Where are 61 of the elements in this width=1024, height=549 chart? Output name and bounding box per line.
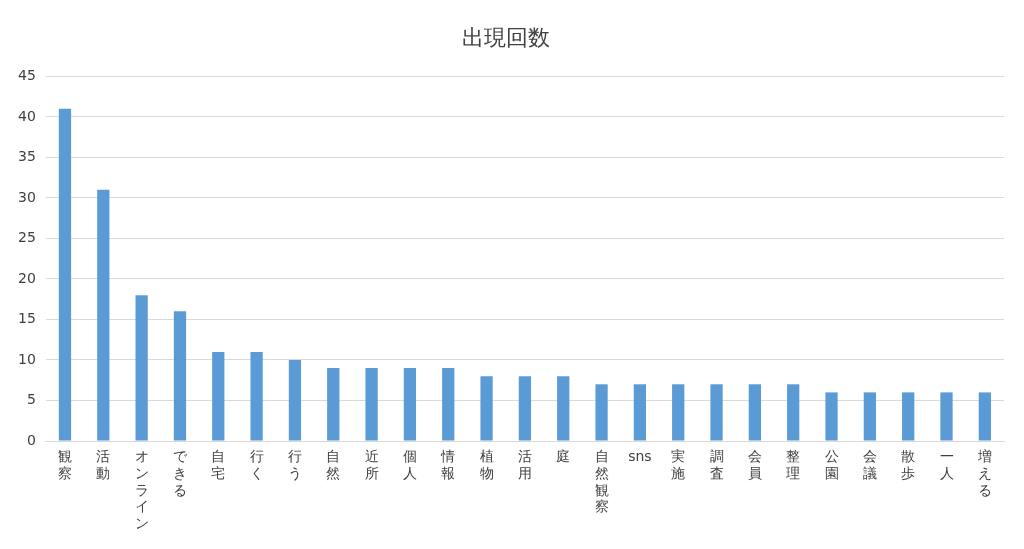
bar [633, 384, 647, 441]
bar [288, 359, 302, 441]
bar [710, 384, 723, 441]
x-tick-label: 実施 [671, 448, 686, 481]
x-tick-label: 公園 [824, 448, 839, 481]
bar [518, 376, 532, 441]
x-tick-label: 増える [976, 448, 992, 498]
bar [212, 351, 225, 441]
y-tick-label: 20 [17, 269, 36, 286]
bar [97, 189, 110, 441]
x-tick-label: 植物 [479, 448, 494, 481]
bar [250, 351, 263, 441]
x-tick-label: 活動 [96, 448, 111, 481]
x-tick-label: 観察 [57, 448, 72, 481]
x-tick-label: 散歩 [901, 448, 916, 481]
x-tick-label: 行う [287, 448, 302, 481]
x-tick-label: 一人 [939, 448, 954, 481]
bar [863, 392, 876, 441]
bar [327, 368, 340, 441]
bar [787, 384, 800, 441]
x-tick-label: 個人 [402, 448, 417, 481]
bar [672, 384, 685, 441]
bar [595, 384, 608, 441]
x-tick-label: 近所 [364, 448, 379, 481]
x-tick-label: 活用 [517, 448, 532, 481]
x-tick-label: 会議 [862, 448, 877, 481]
y-tick-label: 45 [17, 67, 36, 84]
bar [748, 384, 761, 441]
x-tick-label: sns [628, 448, 652, 465]
bar [902, 392, 915, 441]
y-tick-label: 5 [26, 391, 36, 408]
x-tick-label: 自然観察 [594, 448, 609, 515]
x-tick-label: 整理 [786, 448, 801, 481]
x-tick-label: 調査 [709, 448, 724, 481]
bar [480, 376, 493, 441]
x-tick-label: 自宅 [211, 448, 226, 481]
y-tick-label: 0 [26, 431, 36, 448]
bar [58, 108, 72, 441]
x-tick-label: 会員 [747, 448, 762, 481]
y-tick-label: 30 [17, 188, 36, 205]
chart-title: 出現回数 [462, 24, 550, 50]
bar [135, 295, 148, 441]
x-tick-label: オンライン [134, 448, 149, 532]
bar [365, 368, 378, 441]
y-tick-label: 10 [17, 350, 36, 367]
bar [978, 392, 991, 441]
bar [940, 392, 953, 441]
bar [825, 392, 838, 441]
x-tick-label: 行く [249, 448, 264, 481]
x-tick-label: できる [172, 448, 188, 498]
bar [442, 368, 455, 441]
bar [557, 376, 570, 441]
y-tick-label: 25 [17, 229, 36, 246]
bar [403, 368, 417, 441]
y-tick-label: 15 [17, 310, 36, 327]
y-tick-label: 40 [17, 107, 36, 124]
x-tick-label: 自然 [326, 448, 341, 481]
x-tick-label: 庭 [556, 448, 571, 465]
bar [173, 311, 187, 441]
y-tick-label: 35 [17, 148, 36, 165]
x-tick-label: 情報 [440, 448, 456, 481]
